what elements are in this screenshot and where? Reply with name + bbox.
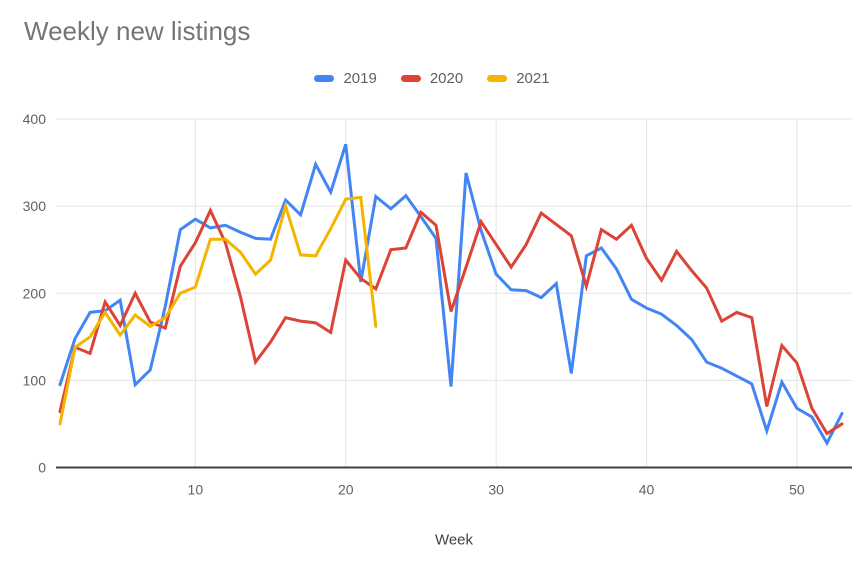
legend-item-2019: 2019 xyxy=(314,69,377,87)
x-tick-label: 30 xyxy=(488,482,504,498)
y-tick-label: 200 xyxy=(23,285,47,301)
series-line-2020 xyxy=(58,206,844,436)
legend-label-2021: 2021 xyxy=(516,69,550,87)
legend-swatch-2021-icon xyxy=(487,74,508,82)
legend-item-2021: 2021 xyxy=(487,69,550,87)
legend-item-2020: 2020 xyxy=(400,69,464,87)
series-line-2021 xyxy=(58,195,378,426)
x-tick-label: 50 xyxy=(789,482,805,498)
chart-title: Weekly new listings xyxy=(24,16,251,46)
legend: 2019 2020 2021 xyxy=(0,68,864,88)
y-tick-label: 0 xyxy=(38,460,46,476)
x-tick-label: 10 xyxy=(188,482,204,498)
legend-label-2020: 2020 xyxy=(429,69,464,87)
y-tick-label: 100 xyxy=(23,372,47,388)
legend-swatch-2020-icon xyxy=(400,74,421,82)
y-tick-label: 300 xyxy=(23,198,47,214)
legend-swatch-2019-icon xyxy=(314,74,335,82)
legend-label-2019: 2019 xyxy=(343,69,377,87)
x-tick-label: 20 xyxy=(338,482,354,498)
y-tick-label: 400 xyxy=(23,111,47,127)
series-line-2019 xyxy=(58,143,844,447)
x-tick-label: 40 xyxy=(639,482,655,498)
x-axis-title: Week xyxy=(435,532,474,549)
